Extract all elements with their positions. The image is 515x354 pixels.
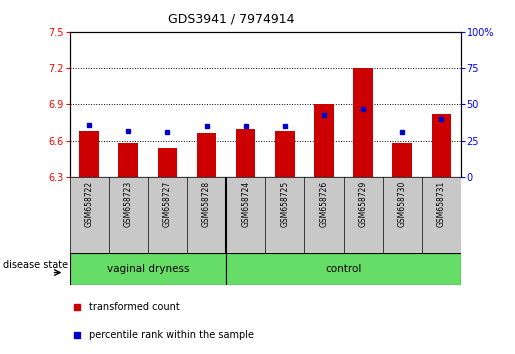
Text: control: control <box>325 264 362 274</box>
Text: GSM658730: GSM658730 <box>398 181 407 227</box>
Text: GSM658728: GSM658728 <box>202 181 211 227</box>
Text: disease state: disease state <box>3 261 67 270</box>
FancyBboxPatch shape <box>226 253 461 285</box>
Bar <box>158 148 177 177</box>
Text: GSM658729: GSM658729 <box>358 181 368 227</box>
Text: GSM658722: GSM658722 <box>84 181 94 227</box>
Bar <box>118 143 138 177</box>
Text: GSM658723: GSM658723 <box>124 181 133 227</box>
Text: percentile rank within the sample: percentile rank within the sample <box>89 330 254 340</box>
Bar <box>314 104 334 177</box>
Text: GSM658724: GSM658724 <box>241 181 250 227</box>
Bar <box>79 131 99 177</box>
Bar <box>432 114 451 177</box>
Text: transformed count: transformed count <box>89 302 180 313</box>
Text: GSM658731: GSM658731 <box>437 181 446 227</box>
Text: vaginal dryness: vaginal dryness <box>107 264 189 274</box>
FancyBboxPatch shape <box>70 253 226 285</box>
Bar <box>275 131 295 177</box>
Bar <box>197 133 216 177</box>
Bar <box>236 129 255 177</box>
Bar <box>353 68 373 177</box>
Text: GSM658726: GSM658726 <box>319 181 329 227</box>
Text: GSM658727: GSM658727 <box>163 181 172 227</box>
Bar <box>392 143 412 177</box>
Text: GDS3941 / 7974914: GDS3941 / 7974914 <box>168 12 295 25</box>
Text: GSM658725: GSM658725 <box>280 181 289 227</box>
